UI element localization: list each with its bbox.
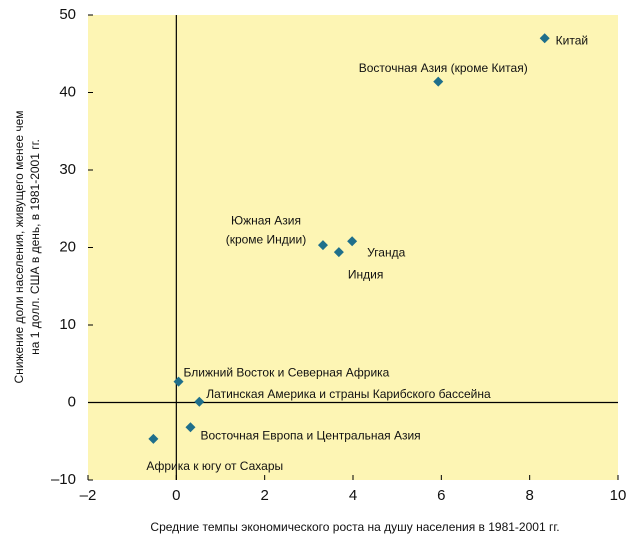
y-tick-label: 20 [59, 238, 76, 255]
point [333, 247, 344, 258]
plot-area [88, 15, 618, 480]
y-tick-label: 40 [59, 83, 76, 100]
y-tick-label: –10 [51, 471, 76, 488]
x-tick-label: 2 [260, 487, 268, 504]
y-axis-label: Снижение доли населения, живущего менее … [12, 110, 26, 383]
point [148, 433, 159, 444]
point-label: Китай [556, 33, 588, 47]
x-tick-label: 6 [437, 487, 445, 504]
y-tick-label: 0 [68, 393, 76, 410]
x-tick-label: 10 [610, 487, 627, 504]
point-label: (кроме Индии) [226, 232, 307, 246]
x-tick-label: –2 [80, 487, 97, 504]
point-label: Восточная Европа и Центральная Азия [200, 428, 420, 442]
y-tick-label: 50 [59, 6, 76, 23]
point-label: Ближний Восток и Северная Африка [184, 366, 390, 380]
point [433, 76, 444, 87]
point-label: Африка к югу от Сахары [146, 459, 283, 473]
point-label: Латинская Америка и страны Карибского ба… [206, 387, 491, 401]
y-axis-label: на 1 долл. США в день, в 1981-2001 гг. [28, 139, 42, 355]
x-tick-label: 4 [349, 487, 357, 504]
point-label: Индия [348, 267, 383, 281]
y-tick-label: 10 [59, 316, 76, 333]
point [194, 396, 205, 407]
point [185, 422, 196, 433]
point [173, 376, 184, 387]
point [347, 236, 358, 247]
point [317, 240, 328, 251]
x-tick-label: 8 [525, 487, 533, 504]
point-label: Восточная Азия (кроме Китая) [359, 61, 528, 75]
x-tick-label: 0 [172, 487, 180, 504]
x-axis-label: Средние темпы экономического роста на ду… [150, 520, 559, 534]
y-tick-label: 30 [59, 161, 76, 178]
point-label: Уганда [367, 245, 406, 259]
point [539, 33, 550, 44]
point-label: Южная Азия [231, 213, 301, 227]
